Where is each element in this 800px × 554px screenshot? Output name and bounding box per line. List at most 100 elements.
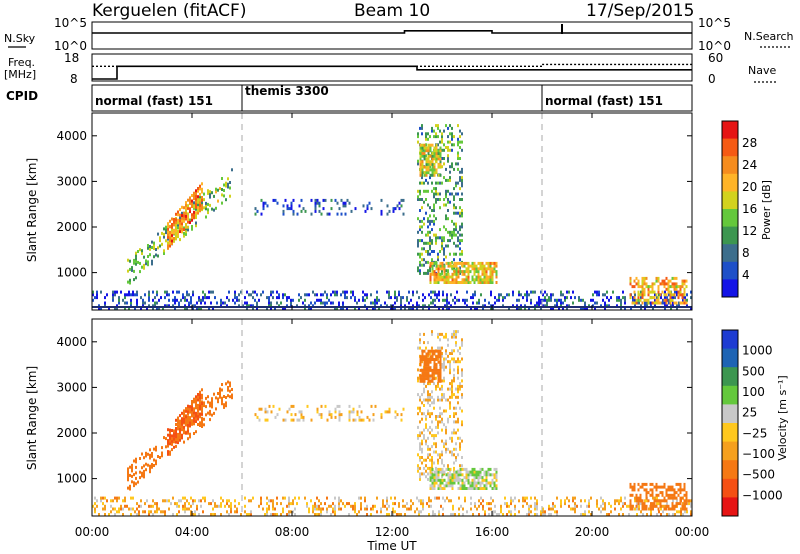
velocity-cell [530, 504, 532, 508]
power-cell [268, 296, 270, 300]
velocity-cell [477, 478, 480, 482]
velocity-cell [590, 496, 592, 500]
power-cell [455, 275, 458, 279]
velocity-cell [165, 445, 167, 449]
velocity-cell [179, 419, 181, 423]
power-cell [441, 264, 444, 268]
power-cell [435, 171, 438, 175]
power-cell [434, 293, 436, 297]
power-cell [449, 176, 451, 180]
power-cell [112, 296, 114, 300]
power-cell [455, 270, 458, 274]
power-cell [457, 211, 459, 215]
velocity-cell [135, 465, 137, 469]
power-cell [568, 290, 570, 294]
velocity-cell [187, 429, 189, 433]
velocity-cell [326, 418, 329, 422]
velocity-cell [220, 513, 222, 516]
velocity-cell [318, 504, 320, 508]
power-cell [166, 290, 168, 294]
y-tick-label: 2000 [56, 426, 87, 440]
velocity-cell [463, 487, 466, 490]
velocity-cell [490, 502, 492, 506]
power-cell [447, 200, 449, 204]
noise-search-label: N.Search [744, 30, 794, 43]
velocity-cell [433, 360, 436, 364]
power-cell [437, 154, 440, 158]
velocity-cell [258, 504, 260, 508]
velocity-cell [441, 352, 443, 355]
velocity-cell [419, 420, 421, 424]
velocity-cell [244, 510, 246, 514]
power-cell [679, 285, 682, 289]
power-cell [439, 149, 442, 153]
velocity-colorbar-bin [722, 367, 738, 387]
power-cell [419, 269, 421, 273]
velocity-cell [641, 499, 644, 503]
velocity-cell [188, 502, 190, 506]
velocity-cell [540, 513, 542, 516]
power-cell [322, 293, 324, 297]
velocity-cell [334, 407, 337, 411]
power-cell [308, 304, 310, 308]
power-cell [229, 181, 231, 184]
power-cell [342, 307, 344, 310]
power-cell [425, 198, 427, 201]
power-cell [586, 307, 588, 310]
velocity-cell [290, 413, 293, 417]
power-cell [477, 278, 480, 282]
velocity-cell [645, 504, 648, 508]
power-cell [175, 223, 177, 227]
velocity-cell [423, 358, 426, 361]
velocity-cell [193, 416, 195, 420]
power-cell [402, 198, 405, 202]
velocity-cell [155, 462, 157, 466]
velocity-cell [465, 467, 468, 471]
power-cell [169, 239, 171, 242]
velocity-cell [596, 504, 598, 508]
power-cell [651, 285, 654, 289]
power-cell [272, 290, 274, 294]
power-cell [435, 189, 437, 193]
power-cell [441, 132, 443, 136]
velocity-cell [481, 487, 484, 490]
velocity-cell [602, 502, 604, 506]
velocity-cell [227, 380, 229, 384]
velocity-cell [436, 496, 438, 500]
velocity-cell [431, 379, 434, 383]
power-cell [445, 244, 447, 248]
velocity-cell [187, 423, 189, 427]
power-cell [320, 298, 322, 302]
velocity-cell [446, 496, 448, 500]
velocity-cell [396, 413, 399, 417]
power-cell [199, 206, 201, 210]
velocity-cell [683, 485, 686, 489]
power-colorbar-bin [722, 226, 738, 245]
velocity-cell [388, 504, 390, 508]
velocity-cell [427, 412, 429, 416]
velocity-cell [392, 513, 394, 516]
velocity-cell [116, 510, 118, 514]
power-cell [419, 263, 421, 267]
velocity-cell [425, 371, 428, 375]
power-cell [675, 276, 678, 280]
power-cell [192, 293, 194, 297]
velocity-cell [461, 343, 463, 347]
velocity-cell [453, 428, 455, 432]
velocity-cell [348, 410, 351, 414]
power-cell [429, 230, 431, 234]
power-cell [116, 307, 118, 310]
power-cell [669, 285, 672, 289]
velocity-cell [312, 504, 314, 508]
power-cell [217, 199, 219, 203]
power-cell [211, 207, 213, 211]
velocity-colorbar-bin [722, 330, 738, 350]
velocity-cell [118, 507, 120, 511]
velocity-cell [390, 496, 392, 500]
power-cell [198, 307, 200, 310]
velocity-cell [445, 428, 447, 432]
power-cell [204, 301, 206, 305]
velocity-cell [437, 487, 440, 490]
velocity-cell [419, 374, 422, 378]
velocity-cell [461, 456, 463, 459]
